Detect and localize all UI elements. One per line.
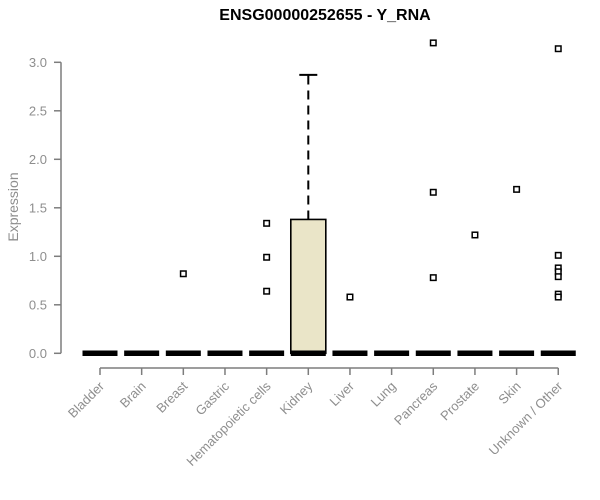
outlier-point [429, 39, 437, 47]
outlier-point [179, 270, 187, 278]
outlier-point [346, 293, 354, 301]
y-axis-tick-label: 2.0 [29, 152, 47, 167]
y-axis-tick-label: 1.0 [29, 249, 47, 264]
x-axis-category-label: Gastric [192, 378, 232, 418]
x-axis-category-label: Pancreas [391, 378, 441, 428]
outlier-point [554, 251, 562, 259]
box-rect [289, 218, 327, 355]
outlier-point [513, 185, 521, 193]
x-axis-category-label: Kidney [277, 378, 316, 417]
x-axis-category-label: Prostate [437, 379, 482, 424]
y-axis-tick-label: 3.0 [29, 55, 47, 70]
x-axis-category-label: Bladder [65, 378, 108, 421]
x-axis-category-label: Skin [495, 379, 523, 407]
y-axis-tick-label: 0.0 [29, 346, 47, 361]
outlier-point [554, 45, 562, 53]
x-axis-category-label: Unknown / Other [486, 378, 566, 458]
outlier-point [429, 274, 437, 282]
y-axis-tick-label: 2.5 [29, 103, 47, 118]
x-axis-category-label: Breast [153, 378, 190, 415]
y-axis-title: Expression [5, 172, 21, 242]
outlier-point [263, 287, 271, 295]
y-axis-tick-label: 1.5 [29, 200, 47, 215]
outlier-point [263, 219, 271, 227]
outlier-point [554, 293, 562, 301]
y-axis-tick-label: 0.5 [29, 297, 47, 312]
x-axis-category-label: Liver [327, 378, 358, 409]
chart-title: ENSG00000252655 - Y_RNA [219, 7, 431, 24]
x-axis-category-label: Lung [368, 379, 399, 410]
x-axis-category-label: Brain [117, 379, 149, 411]
outlier-point [471, 231, 479, 239]
outlier-point [554, 273, 562, 281]
outlier-point [263, 253, 271, 261]
outlier-point [429, 188, 437, 196]
